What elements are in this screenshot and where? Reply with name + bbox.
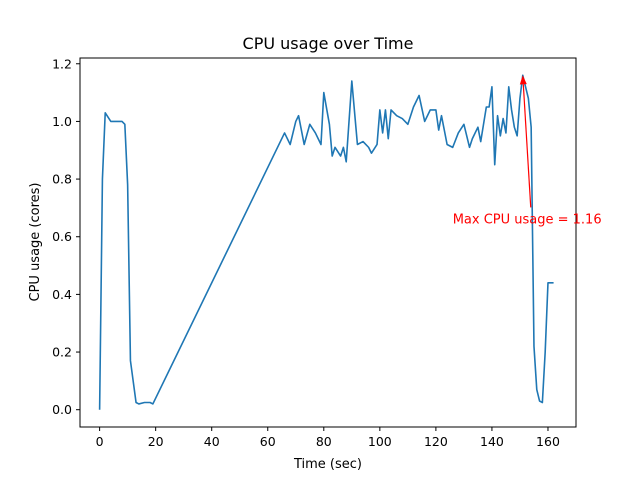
- x-tick-label: 100: [368, 434, 392, 449]
- annotation-layer: Max CPU usage = 1.16: [453, 75, 602, 227]
- chart-title: CPU usage over Time: [243, 34, 414, 53]
- y-axis-ticks: 0.0 0.2 0.4 0.6 0.8 1.0 1.2: [52, 56, 80, 417]
- y-tick-label: 0.6: [52, 229, 72, 244]
- x-tick-label: 60: [260, 434, 276, 449]
- y-axis-label: CPU usage (cores): [28, 183, 43, 302]
- annotation-label: Max CPU usage = 1.16: [453, 212, 602, 227]
- x-tick-label: 140: [480, 434, 504, 449]
- x-tick-label: 120: [424, 434, 448, 449]
- x-tick-label: 160: [536, 434, 560, 449]
- annotation-arrow-shaft: [522, 84, 532, 208]
- x-tick-label: 20: [148, 434, 164, 449]
- plot-marks: [98, 74, 554, 410]
- x-tick-label: 0: [96, 434, 104, 449]
- series-line-0: [98, 74, 554, 410]
- y-tick-label: 1.2: [52, 56, 72, 71]
- annotation-arrow-head: [519, 75, 527, 85]
- y-tick-label: 1.0: [52, 114, 72, 129]
- x-axis-label: Time (sec): [293, 457, 362, 472]
- x-tick-label: 40: [204, 434, 220, 449]
- y-tick-label: 0.2: [52, 345, 72, 360]
- x-axis-ticks: 0 20 40 60 80 100 120 140 160: [96, 427, 560, 449]
- y-tick-label: 0.8: [52, 172, 72, 187]
- x-tick-label: 80: [316, 434, 332, 449]
- plot-frame: [79, 57, 577, 428]
- y-tick-label: 0.0: [52, 402, 72, 417]
- y-tick-label: 0.4: [52, 287, 72, 302]
